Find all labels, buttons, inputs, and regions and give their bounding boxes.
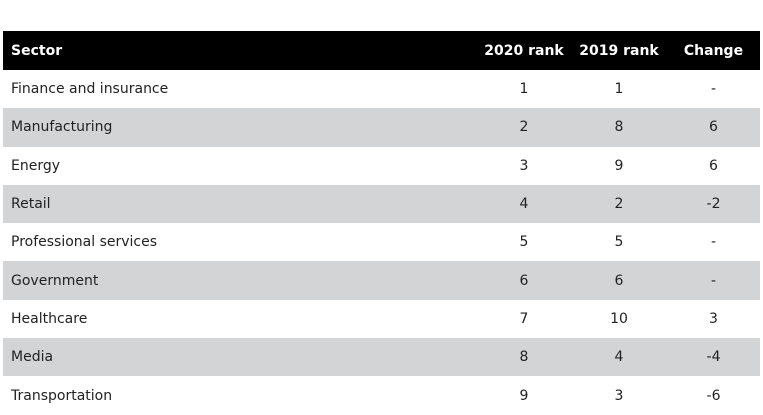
table-cell: Retail <box>3 184 477 224</box>
table-cell: Transportation <box>11 387 113 404</box>
table-cell: 1 <box>519 81 529 98</box>
table-row: Manufacturing 2 8 6 <box>3 108 760 147</box>
table-cell: Government <box>3 261 477 300</box>
table-cell: 3 <box>519 157 529 174</box>
table-cell: Manufacturing <box>3 108 477 147</box>
header-row: Sector 2020 rank 2019 rank Change <box>3 31 760 70</box>
table-cell: 3 <box>709 310 718 327</box>
table-row: Government 6 6- <box>3 261 760 300</box>
table-cell: 8 <box>571 108 667 147</box>
table-cell: Media <box>3 338 477 377</box>
table-row: Healthcare 7 10 3 <box>3 300 760 338</box>
table-container: Sector 2020 rank 2019 rank Change Finance a… <box>3 31 760 415</box>
table-cell: Energy <box>11 157 61 174</box>
table-row: Energy 3 9 6 <box>3 147 760 185</box>
ranking-table: Sector 2020 rank 2019 rank Change Finance a… <box>3 31 760 415</box>
table-cell: 6 <box>477 261 571 300</box>
table-body: Finance and insurance 1 1- Manufacturing 2 8 6… <box>3 70 760 415</box>
table-cell: 8 <box>477 338 571 377</box>
table-cell: 4 <box>571 338 667 377</box>
table-cell: 2 <box>571 184 667 224</box>
header-cell: Sector <box>3 31 477 70</box>
header-cell: 2020 rank <box>477 31 571 70</box>
table-cell: 3 <box>614 387 624 404</box>
table-cell: -6 <box>706 387 721 404</box>
table-cell: 6 <box>667 108 760 147</box>
table-cell: 5 <box>519 234 529 251</box>
table-cell: - <box>667 261 760 300</box>
table-cell: -4 <box>667 338 760 377</box>
table-row: Retail 4 2 -2 <box>3 184 760 224</box>
table-cell: 1 <box>614 81 624 98</box>
table-row: Media 8 4 -4 <box>3 338 760 377</box>
header-cell: 2019 rank <box>571 31 667 70</box>
table-cell: 6 <box>571 261 667 300</box>
table-cell: Finance and insurance <box>11 81 169 98</box>
table-cell: Professional services <box>11 234 158 251</box>
table-cell: 9 <box>519 387 529 404</box>
table-cell: 5 <box>614 234 624 251</box>
table-cell: 2 <box>477 108 571 147</box>
table-cell: - <box>710 234 717 251</box>
table-header: Sector 2020 rank 2019 rank Change <box>3 31 760 70</box>
table-cell: 7 <box>519 310 529 327</box>
header-cell: Change <box>667 31 760 70</box>
page: {"table": {"header": ["Sector", "2020 ra… <box>3 31 760 404</box>
table-row: Transportation 9 3 -6 <box>3 376 760 414</box>
table-cell: -2 <box>667 184 760 224</box>
table-cell: 4 <box>477 184 571 224</box>
table-cell: 10 <box>610 310 628 327</box>
table-row: Finance and insurance 1 1 - <box>3 70 760 108</box>
table-cell: - <box>710 81 717 98</box>
table-cell: Healthcare <box>11 310 88 327</box>
table-cell: 9 <box>614 157 624 174</box>
table-row: Professional services 5 5 - <box>3 223 760 261</box>
table-cell: 6 <box>709 157 718 174</box>
